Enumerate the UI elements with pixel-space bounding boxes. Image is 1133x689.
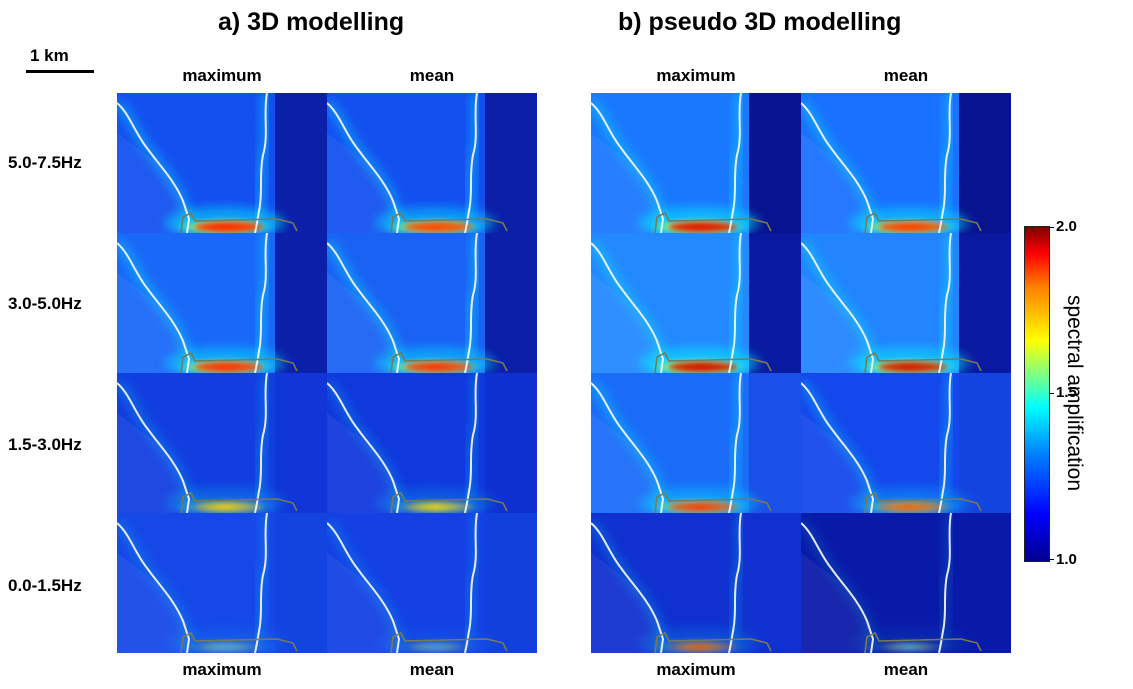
colorbar-tick-mark-mid [1049,393,1054,394]
colorbar-tick-mark-max [1049,227,1054,228]
map-panel-3d-mean-row4 [327,513,537,653]
scale-bar [26,70,94,73]
column-label-top-3d-mean: mean [409,66,455,85]
map-panel-pseudo-3d-maximum-row2 [591,233,801,373]
map-panel-3d-mean-row2 [327,233,537,373]
map-panel-3d-maximum-row2 [117,233,327,373]
map-panel-3d-maximum-row3 [117,373,327,513]
row-label-3-5hz: 3.0-5.0Hz [8,294,82,313]
row-label-0-1.5hz: 0.0-1.5Hz [8,576,82,595]
map-panel-3d-mean-row1 [327,93,537,233]
row-label-1.5-3hz: 1.5-3.0Hz [8,435,82,454]
map-panel-pseudo-3d-maximum-row1 [591,93,801,233]
scale-bar-label: 1 km [30,46,69,65]
row-label-5-7.5hz: 5.0-7.5Hz [8,153,82,172]
colorbar-tick-min: 1.0 [1056,551,1077,568]
map-panel-pseudo-3d-mean-row3 [801,373,1011,513]
column-label-top-p3d-mean: mean [883,66,929,85]
colorbar-tick-mark-min [1049,559,1054,560]
map-panel-3d-mean-row3 [327,373,537,513]
map-panel-pseudo-3d-maximum-row3 [591,373,801,513]
map-panel-pseudo-3d-mean-row4 [801,513,1011,653]
colorbar-label: spectral amplification [1063,294,1086,492]
column-label-top-3d-maximum: maximum [182,66,262,85]
colorbar-tick-mid: 1.5 [1056,384,1077,401]
column-label-bottom-p3d-maximum: maximum [656,660,736,679]
map-panel-pseudo-3d-mean-row2 [801,233,1011,373]
colorbar [1024,226,1050,562]
column-label-bottom-p3d-mean: mean [883,660,929,679]
map-panel-pseudo-3d-mean-row1 [801,93,1011,233]
map-panel-3d-maximum-row1 [117,93,327,233]
colorbar-tick-max: 2.0 [1056,218,1077,235]
map-panel-pseudo-3d-maximum-row4 [591,513,801,653]
column-label-top-p3d-maximum: maximum [656,66,736,85]
map-panel-3d-maximum-row4 [117,513,327,653]
title-3d-modelling: a) 3D modelling [218,8,405,36]
column-label-bottom-3d-mean: mean [409,660,455,679]
title-pseudo-3d-modelling: b) pseudo 3D modelling [618,8,902,36]
column-label-bottom-3d-maximum: maximum [182,660,262,679]
